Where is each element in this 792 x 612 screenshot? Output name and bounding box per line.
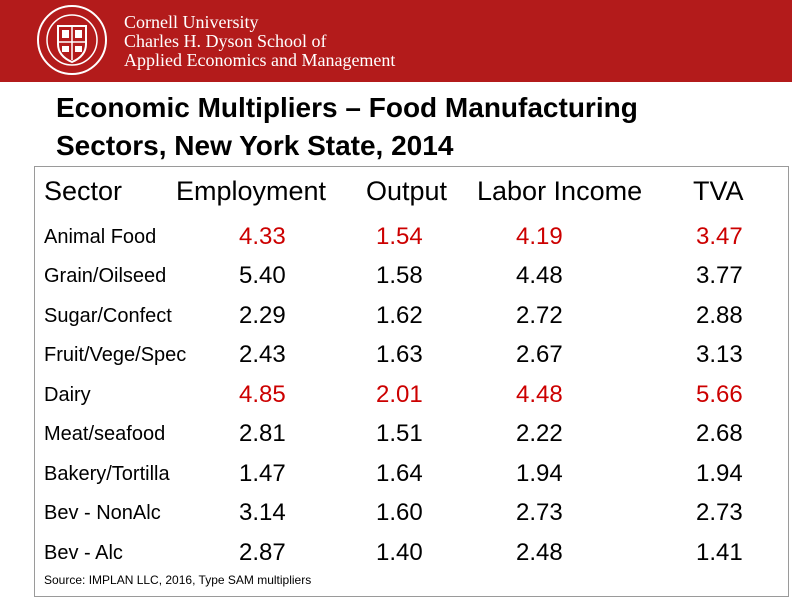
cell-output: 1.63 xyxy=(376,341,423,368)
row-sector-label: Grain/Oilseed xyxy=(44,265,167,287)
row-sector-label: Dairy xyxy=(44,384,91,406)
cell-output: 1.60 xyxy=(376,499,423,526)
cell-labor-income: 2.67 xyxy=(516,341,563,368)
cell-output: 1.40 xyxy=(376,539,423,566)
source-note: Source: IMPLAN LLC, 2016, Type SAM multi… xyxy=(44,573,312,587)
cell-employment: 2.81 xyxy=(239,420,286,447)
cell-employment: 3.14 xyxy=(239,499,286,526)
cell-labor-income: 2.22 xyxy=(516,420,563,447)
column-header-employment: Employment xyxy=(176,176,327,206)
cell-tva: 1.41 xyxy=(696,539,743,566)
row-sector-label: Bev - Alc xyxy=(44,542,123,564)
cell-tva: 2.68 xyxy=(696,420,743,447)
header-banner: Cornell University Charles H. Dyson Scho… xyxy=(0,0,792,82)
cell-tva: 1.94 xyxy=(696,460,743,487)
column-header-output: Output xyxy=(366,176,448,206)
cell-output: 2.01 xyxy=(376,381,423,408)
column-header-labor-income: Labor Income xyxy=(477,176,643,206)
row-sector-label: Sugar/Confect xyxy=(44,305,172,327)
cell-labor-income: 4.48 xyxy=(516,262,563,289)
cell-employment: 2.87 xyxy=(239,539,286,566)
row-sector-label: Bev - NonAlc xyxy=(44,502,161,524)
cell-labor-income: 2.72 xyxy=(516,302,563,329)
cell-output: 1.51 xyxy=(376,420,423,447)
cell-employment: 2.29 xyxy=(239,302,286,329)
column-header-sector: Sector xyxy=(44,176,123,206)
row-sector-label: Fruit/Vege/Spec xyxy=(44,344,187,366)
row-sector-label: Animal Food xyxy=(44,226,157,248)
cell-tva: 2.73 xyxy=(696,499,743,526)
page-title-line2: Sectors, New York State, 2014 xyxy=(56,130,454,161)
cell-employment: 4.85 xyxy=(239,381,286,408)
cell-labor-income: 1.94 xyxy=(516,460,563,487)
cell-output: 1.58 xyxy=(376,262,423,289)
cell-tva: 2.88 xyxy=(696,302,743,329)
row-sector-label: Meat/seafood xyxy=(44,423,166,445)
cell-labor-income: 4.48 xyxy=(516,381,563,408)
org-name: Cornell University xyxy=(124,12,259,32)
table-frame xyxy=(34,166,789,597)
cell-employment: 4.33 xyxy=(239,223,286,250)
cell-tva: 3.47 xyxy=(696,223,743,250)
cell-employment: 1.47 xyxy=(239,460,286,487)
page-title-line1: Economic Multipliers – Food Manufacturin… xyxy=(56,92,638,123)
cell-output: 1.54 xyxy=(376,223,423,250)
cell-tva: 3.13 xyxy=(696,341,743,368)
cell-labor-income: 4.19 xyxy=(516,223,563,250)
cell-tva: 3.77 xyxy=(696,262,743,289)
cell-employment: 2.43 xyxy=(239,341,286,368)
cell-labor-income: 2.73 xyxy=(516,499,563,526)
cell-output: 1.64 xyxy=(376,460,423,487)
column-header-tva: TVA xyxy=(693,176,744,206)
cell-tva: 5.66 xyxy=(696,381,743,408)
org-school: Charles H. Dyson School of xyxy=(124,31,327,51)
cell-output: 1.62 xyxy=(376,302,423,329)
org-department: Applied Economics and Management xyxy=(124,50,396,70)
cornell-seal-icon xyxy=(37,5,107,75)
cell-labor-income: 2.48 xyxy=(516,539,563,566)
row-sector-label: Bakery/Tortilla xyxy=(44,463,170,485)
cell-employment: 5.40 xyxy=(239,262,286,289)
